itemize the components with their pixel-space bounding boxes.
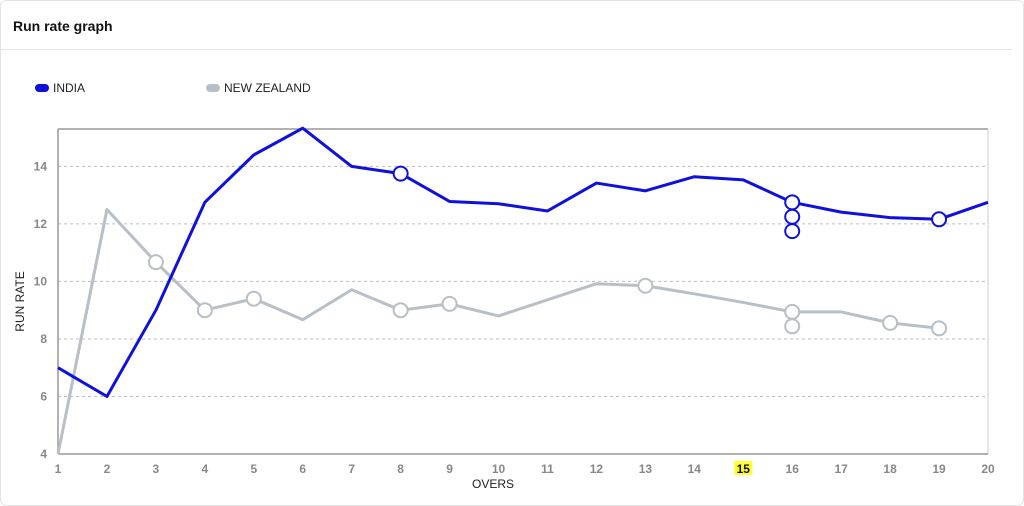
wicket-marker-india[interactable] [931,211,948,228]
wicket-marker-new-zealand[interactable] [392,302,409,319]
wicket-marker-new-zealand[interactable] [147,254,164,271]
legend-label-0[interactable]: INDIA [53,81,85,95]
legend-marker-1[interactable] [206,84,220,92]
y-tick-label: 6 [40,389,47,403]
x-tick-label[interactable]: 20 [981,462,995,476]
wicket-marker-new-zealand[interactable] [245,290,262,307]
x-tick-label[interactable]: 5 [250,462,257,476]
wicket-marker-new-zealand[interactable] [931,320,948,337]
wicket-marker-new-zealand[interactable] [637,277,654,294]
x-tick-label[interactable]: 4 [201,462,208,476]
x-tick-label[interactable]: 12 [590,462,604,476]
wicket-marker-new-zealand[interactable] [784,318,801,335]
wicket-marker-new-zealand[interactable] [441,295,458,312]
wicket-marker-new-zealand[interactable] [882,314,899,331]
x-tick-label[interactable]: 19 [932,462,946,476]
x-tick-label[interactable]: 1 [55,462,62,476]
x-tick-label[interactable]: 10 [492,462,506,476]
y-axis-title: RUN RATE [13,271,27,331]
legend-label-1[interactable]: NEW ZEALAND [224,81,311,95]
y-tick-label: 10 [34,274,48,288]
x-tick-label[interactable]: 3 [153,462,160,476]
y-tick-label: 4 [40,447,47,461]
x-tick-label[interactable]: 13 [639,462,653,476]
legend-marker-0[interactable] [35,84,49,92]
x-tick-label[interactable]: 9 [446,462,453,476]
wicket-marker-new-zealand[interactable] [196,302,213,319]
page-title: Run rate graph [13,18,113,34]
x-tick-label[interactable]: 7 [348,462,355,476]
wicket-marker-india[interactable] [392,165,409,182]
y-tick-label: 12 [34,217,48,231]
series-line-new-zealand[interactable] [56,208,940,455]
y-tick-label: 14 [34,159,48,173]
x-tick-label[interactable]: 8 [397,462,404,476]
x-tick-highlight [734,461,753,475]
wicket-marker-india[interactable] [784,223,801,240]
wicket-marker-india[interactable] [784,194,801,211]
y-tick-label: 8 [40,332,47,346]
x-tick-label[interactable]: 11 [541,462,554,476]
wicket-marker-new-zealand[interactable] [784,303,801,320]
x-axis-title: OVERS [472,477,514,491]
wicket-marker-india[interactable] [784,208,801,225]
x-tick-label[interactable]: 14 [688,462,702,476]
x-tick-label[interactable]: 18 [883,462,897,476]
x-tick-label-highlighted[interactable]: 15 [737,462,751,476]
header-divider [1,49,1012,50]
x-tick-label[interactable]: 2 [104,462,111,476]
x-tick-label[interactable]: 17 [834,462,848,476]
series-line-india[interactable] [57,126,989,398]
x-tick-label[interactable]: 16 [786,462,800,476]
x-tick-label[interactable]: 6 [299,462,306,476]
